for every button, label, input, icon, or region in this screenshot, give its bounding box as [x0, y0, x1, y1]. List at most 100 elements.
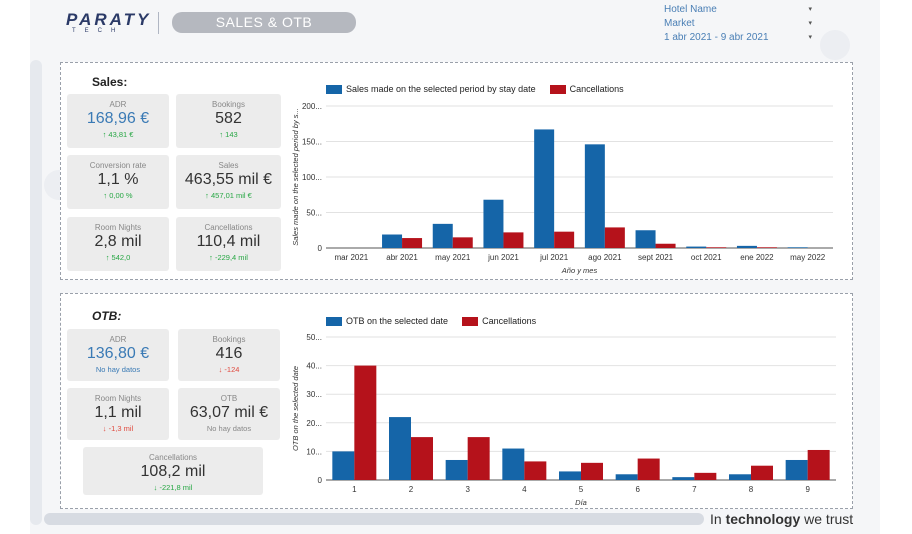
decorative-circle: [820, 30, 850, 60]
bar-primary: [559, 471, 581, 480]
y-tick-label: 100...: [302, 173, 322, 182]
kpi-delta: No hay datos: [95, 365, 141, 374]
kpi-label: Bookings: [212, 335, 246, 344]
kpi-value: 1,1 mil: [94, 404, 142, 421]
logo-subtext: TECH: [72, 28, 125, 34]
bar-primary: [502, 448, 525, 480]
bar-primary: [445, 459, 468, 480]
dropdown-arrow-icon[interactable]: ▾: [808, 20, 812, 27]
sales-adr-card: ADR 168,96 € ↑ 43,81 €: [67, 94, 169, 148]
x-tick-label: 6: [635, 485, 640, 494]
kpi-delta: ↑ 0,00 %: [103, 191, 133, 200]
kpi-label: ADR: [109, 335, 127, 344]
bar-primary: [432, 223, 453, 248]
x-tick-label: 3: [465, 485, 470, 494]
bar-primary: [736, 245, 757, 248]
page-title: SALES & OTB: [172, 12, 356, 33]
kpi-label: ADR: [109, 100, 127, 109]
x-tick-label: 4: [522, 485, 527, 494]
bar-cancellations: [411, 437, 433, 480]
x-axis-title: Día: [575, 498, 587, 507]
bar-primary: [382, 234, 403, 248]
kpi-value: 110,4 mil: [196, 233, 261, 250]
x-tick-label: 8: [749, 485, 754, 494]
bar-cancellations: [554, 231, 575, 248]
kpi-label: Room Nights: [94, 394, 142, 403]
legend-item: Cancellations: [462, 316, 536, 326]
kpi-value: 136,80 €: [86, 345, 150, 362]
bar-primary: [686, 246, 707, 248]
x-tick-label: 2: [409, 485, 414, 494]
kpi-delta: ↑ 143: [219, 130, 238, 139]
kpi-value: 416: [215, 345, 243, 362]
legend-item: Cancellations: [549, 84, 624, 94]
x-tick-label: may 2022: [790, 253, 826, 262]
kpi-value: 108,2 mil: [140, 463, 206, 480]
y-tick-label: 150...: [302, 138, 322, 147]
bar-primary: [672, 477, 695, 480]
y-tick-label: 50...: [306, 209, 322, 218]
sales-chart-legend: Sales made on the selected period by sta…: [326, 84, 638, 94]
kpi-value: 463,55 mil €: [184, 171, 273, 188]
bar-cancellations: [706, 247, 727, 248]
otb-bar-chart: 0 10... 20... 30... 40... 50... 1 2 3 4 5 6 7 8 9 Día OT…: [291, 333, 836, 507]
date-range-filter[interactable]: 1 abr 2021 - 9 abr 2021 ▾: [664, 31, 814, 45]
bar-cancellations: [581, 462, 603, 480]
y-tick-label: 30...: [306, 390, 322, 399]
otb-chart-legend: OTB on the selected date Cancellations: [326, 316, 550, 326]
legend-item: Sales made on the selected period by sta…: [326, 84, 536, 94]
otb-value-card: OTB 63,07 mil € No hay datos: [178, 388, 280, 440]
kpi-delta: ↓ -124: [218, 365, 240, 374]
bar-primary: [785, 459, 808, 480]
paraty-logo: PARATY TECH: [66, 10, 151, 34]
x-tick-label: jul 2021: [539, 253, 569, 262]
kpi-label: Bookings: [212, 100, 245, 109]
y-tick-label: 200...: [302, 102, 322, 111]
decorative-bar-bottom: [44, 513, 704, 525]
kpi-value: 2,8 mil: [94, 233, 142, 250]
bar-cancellations: [354, 365, 377, 480]
y-axis-title: OTB on the selected date: [291, 366, 300, 451]
hotel-name-filter[interactable]: Hotel Name ▾: [664, 3, 814, 17]
otb-section-title: OTB:: [92, 309, 122, 323]
logo-text: PARATY: [66, 10, 152, 29]
dropdown-arrow-icon[interactable]: ▾: [808, 34, 812, 41]
y-tick-label: 40...: [306, 362, 322, 371]
x-tick-label: ene 2022: [740, 253, 774, 262]
bar-primary: [615, 474, 638, 480]
bar-cancellations: [655, 243, 676, 248]
kpi-label: OTB: [220, 394, 238, 403]
sales-section-title: Sales:: [92, 75, 128, 89]
x-tick-label: 9: [805, 485, 810, 494]
x-tick-label: 5: [579, 485, 584, 494]
y-axis-title: Sales made on the selected period by s..…: [291, 108, 300, 246]
bar-cancellations: [694, 472, 717, 480]
y-tick-label: 0: [318, 244, 323, 253]
otb-cancellations-card: Cancellations 108,2 mil ↓ -221,8 mil: [83, 447, 263, 495]
kpi-value: 1,1 %: [97, 171, 139, 188]
x-tick-label: 7: [692, 485, 697, 494]
sales-conversion-card: Conversion rate 1,1 % ↑ 0,00 %: [67, 155, 169, 209]
x-tick-label: abr 2021: [386, 253, 418, 262]
kpi-label: Room Nights: [94, 223, 142, 232]
bar-primary: [787, 247, 808, 248]
bar-cancellations: [751, 465, 773, 480]
bar-cancellations: [604, 227, 625, 248]
sales-sales-card: Sales 463,55 mil € ↑ 457,01 mil €: [176, 155, 281, 209]
x-tick-label: mar 2021: [334, 253, 368, 262]
x-tick-label: jun 2021: [487, 253, 519, 262]
y-tick-label: 0: [318, 476, 323, 485]
kpi-value: 63,07 mil €: [189, 404, 269, 421]
hotel-name-filter-label: Hotel Name: [664, 4, 717, 15]
decorative-bar-left: [30, 60, 42, 525]
bar-cancellations: [524, 461, 547, 480]
bar-cancellations: [452, 237, 473, 248]
bar-primary: [534, 129, 555, 248]
x-tick-label: sept 2021: [638, 253, 674, 262]
bar-primary: [483, 199, 504, 248]
market-filter-label: Market: [664, 18, 695, 29]
dropdown-arrow-icon[interactable]: ▾: [808, 6, 812, 13]
bar-primary: [584, 144, 605, 248]
kpi-label: Conversion rate: [89, 161, 147, 170]
market-filter[interactable]: Market ▾: [664, 17, 814, 31]
